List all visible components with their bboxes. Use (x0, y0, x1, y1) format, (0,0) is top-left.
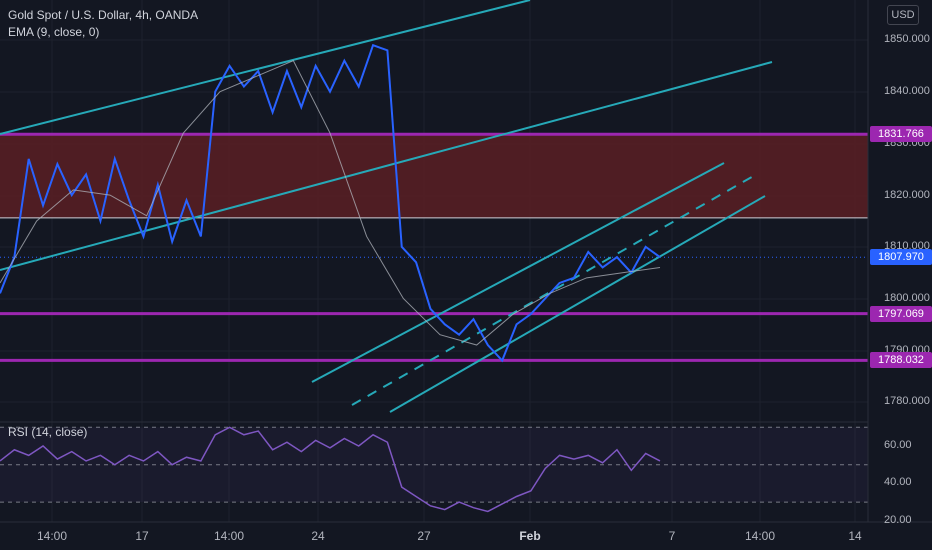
time-tick-label: Feb (519, 529, 541, 543)
time-tick-label: 14:00 (36, 529, 68, 543)
price-level-tag[interactable]: 1797.069 (870, 305, 932, 322)
price-tick-label: 1800.000 (884, 292, 930, 304)
upper-channel-top[interactable] (0, 0, 531, 135)
price-tick-label: 1840.000 (884, 85, 930, 97)
ascending-channel-mid[interactable] (351, 173, 758, 406)
currency-badge[interactable]: USD (887, 5, 919, 25)
price-tick-label: 1810.000 (884, 240, 930, 252)
price-tick-label: 1780.000 (884, 395, 930, 407)
rsi-tick-label: 20.00 (884, 513, 912, 526)
rsi-tick-label: 60.00 (884, 439, 912, 451)
time-tick-label: 14 (848, 529, 862, 543)
time-tick-label: 14:00 (744, 529, 776, 543)
rsi-legend[interactable]: RSI (14, close) (8, 425, 88, 439)
time-tick-label: 17 (135, 529, 149, 543)
ascending-channel-top[interactable] (311, 162, 725, 383)
time-tick-label: 27 (417, 529, 431, 543)
price-tick-label: 1850.000 (884, 33, 930, 45)
symbol-legend[interactable]: Gold Spot / U.S. Dollar, 4h, OANDA (8, 8, 199, 22)
price-level-tag[interactable]: 1831.766 (870, 126, 932, 143)
price-level-tag[interactable]: 1807.970 (870, 249, 932, 266)
time-tick-label: 7 (668, 529, 676, 543)
ema-series-line[interactable] (0, 60, 661, 346)
ema-legend[interactable]: EMA (9, close, 0) (8, 25, 100, 39)
time-tick-label: 14:00 (213, 529, 245, 543)
resistance-zone (0, 134, 868, 218)
rsi-tick-label: 40.00 (884, 476, 912, 489)
price-level-tag[interactable]: 1788.032 (870, 352, 932, 369)
rsi-series-line[interactable] (0, 426, 661, 513)
price-tick-label: 1820.000 (884, 189, 930, 201)
time-tick-label: 24 (311, 529, 325, 543)
ascending-channel-bottom[interactable] (389, 195, 766, 413)
upper-channel-bottom[interactable] (0, 61, 773, 271)
